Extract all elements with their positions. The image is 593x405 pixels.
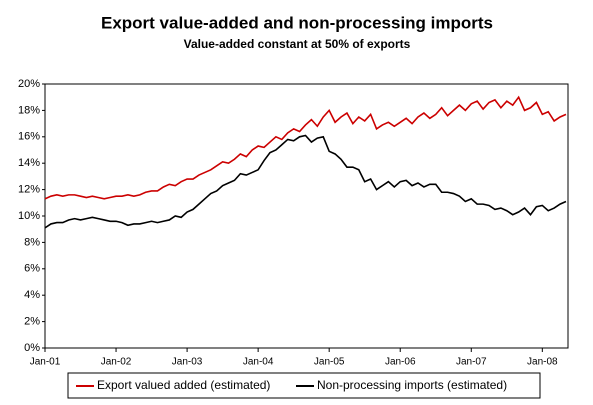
x-tick-label: Jan-03 — [172, 357, 203, 368]
series-line — [44, 134, 567, 229]
y-tick-label: 0% — [24, 342, 40, 354]
y-tick-label: 10% — [18, 210, 40, 222]
legend-label: Export valued added (estimated) — [97, 378, 270, 392]
x-tick-label: Jan-07 — [456, 357, 487, 368]
x-tick-label: Jan-06 — [385, 357, 416, 368]
x-tick-label: Jan-08 — [527, 357, 558, 368]
x-tick-label: Jan-01 — [30, 357, 61, 368]
y-tick-label: 8% — [24, 236, 40, 248]
x-tick-label: Jan-04 — [243, 357, 274, 368]
y-tick-label: 18% — [18, 104, 40, 116]
y-tick-label: 16% — [18, 131, 40, 143]
y-tick-label: 2% — [24, 316, 40, 328]
y-tick-label: 6% — [24, 263, 40, 275]
x-tick-label: Jan-02 — [101, 357, 132, 368]
chart-subtitle: Value-added constant at 50% of exports — [184, 37, 411, 51]
series-line — [44, 95, 567, 200]
legend-label: Non-processing imports (estimated) — [317, 378, 507, 392]
x-tick-label: Jan-05 — [314, 357, 345, 368]
y-tick-label: 12% — [18, 184, 40, 196]
y-tick-label: 14% — [18, 157, 40, 169]
y-tick-label: 20% — [18, 78, 40, 90]
y-tick-label: 4% — [24, 289, 40, 301]
chart-title: Export value-added and non-processing im… — [101, 13, 493, 32]
